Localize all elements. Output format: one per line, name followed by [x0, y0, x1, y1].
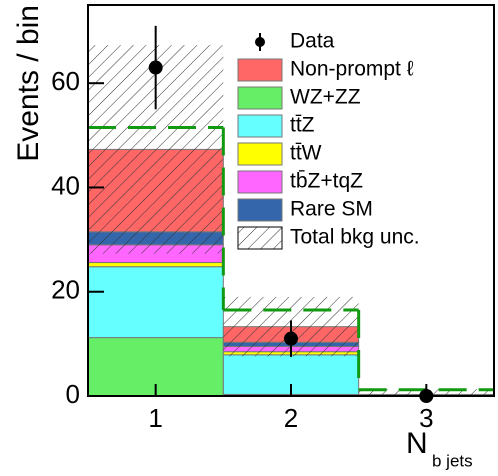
y-tick-label: 20	[51, 275, 80, 305]
y-tick-label: 0	[66, 379, 80, 409]
legend-swatch	[237, 170, 283, 194]
y-axis-label: Events / bin	[12, 5, 45, 162]
legend-label: tt̄W	[290, 142, 322, 165]
legend-label: Total bkg unc.	[290, 226, 420, 249]
legend-label: Rare SM	[290, 198, 373, 221]
legend-swatch	[237, 114, 283, 138]
bar-segment	[87, 262, 224, 268]
data-point	[148, 60, 163, 75]
y-tick-label: 40	[51, 170, 80, 200]
legend-swatch	[237, 142, 283, 166]
plot-area	[87, 25, 495, 403]
legend-marker	[255, 37, 265, 47]
legend-label: WZ+ZZ	[290, 86, 361, 109]
y-tick-label: 60	[51, 66, 80, 96]
data-point	[284, 331, 298, 346]
legend-label: tb̄Z+tqZ	[290, 169, 363, 192]
x-tick-label: 2	[284, 403, 298, 433]
legend-swatch	[237, 198, 283, 222]
legend-label: tt̄Z	[290, 114, 315, 137]
legend-swatch	[237, 226, 283, 250]
bar-segment	[87, 266, 224, 339]
x-tick-label: 1	[148, 403, 162, 433]
x-axis-label-sub: b jets	[432, 451, 473, 470]
legend-label: Data	[290, 30, 335, 53]
x-axis-label: N	[406, 427, 428, 460]
x-tick-label: 3	[419, 403, 433, 433]
legend-swatch	[237, 58, 283, 82]
legend-swatch	[237, 86, 283, 110]
legend-label: Non-prompt ℓ	[290, 58, 414, 81]
